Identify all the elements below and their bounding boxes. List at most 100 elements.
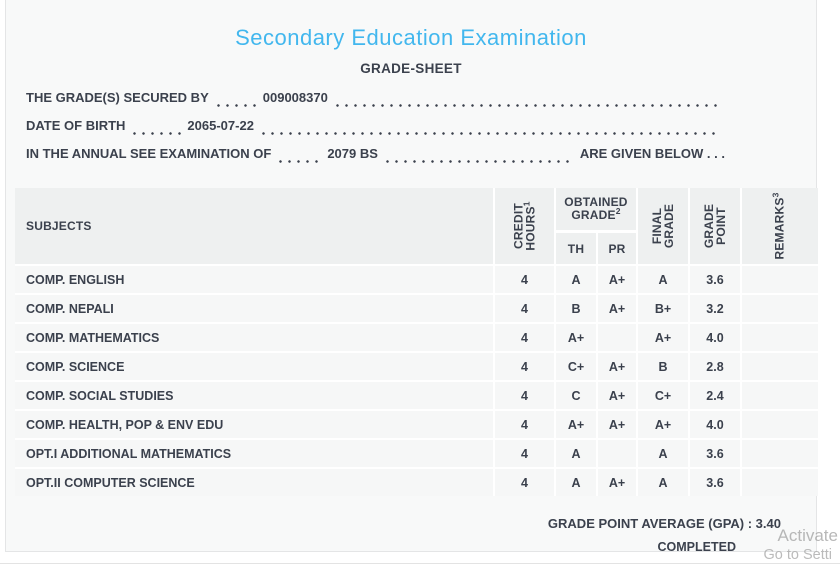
- cell-final-grade: B+: [638, 295, 688, 322]
- dob-label: DATE OF BIRTH: [26, 118, 126, 133]
- cell-subject: COMP. MATHEMATICS: [15, 324, 493, 351]
- gpa-summary: GRADE POINT AVERAGE (GPA) : 3.40: [547, 516, 781, 531]
- dot-leader: [258, 122, 720, 140]
- cell-grade-point: 2.8: [690, 353, 740, 380]
- cell-remarks: [742, 469, 818, 496]
- header-subjects-label: SUBJECTS: [26, 219, 92, 233]
- cell-credit-hours: 4: [495, 411, 554, 438]
- cell-pr-grade: [598, 440, 636, 467]
- cell-credit-hours: 4: [495, 469, 554, 496]
- cell-th-grade: A+: [556, 324, 596, 351]
- header-credit-hours-label: CREDIT HOURS1: [511, 201, 538, 251]
- header-obtained-grade: OBTAINED GRADE2: [556, 188, 636, 230]
- dot-leader: [382, 150, 575, 168]
- table-row: COMP. ENGLISH 4 A A+ A 3.6: [15, 266, 818, 293]
- cell-subject: COMP. SOCIAL STUDIES: [15, 382, 493, 409]
- page-title: Secondary Education Examination: [235, 25, 587, 50]
- exam-year-value: 2079 BS: [327, 146, 378, 161]
- cell-subject: COMP. HEALTH, POP & ENV EDU: [15, 411, 493, 438]
- cell-th-grade: A: [556, 440, 596, 467]
- cell-pr-grade: A+: [598, 382, 636, 409]
- cell-credit-hours: 4: [495, 440, 554, 467]
- table-row: COMP. MATHEMATICS 4 A+ A+ 4.0: [15, 324, 818, 351]
- info-line-date-of-birth: DATE OF BIRTH 2065-07-22: [26, 112, 725, 140]
- result-status: COMPLETED: [657, 540, 736, 554]
- header-remarks: REMARKS3: [742, 188, 818, 264]
- cell-final-grade: A+: [638, 411, 688, 438]
- cell-grade-point: 4.0: [690, 411, 740, 438]
- cell-subject: COMP. ENGLISH: [15, 266, 493, 293]
- cell-th-grade: C+: [556, 353, 596, 380]
- header-th: TH: [556, 233, 596, 264]
- table-row: COMP. HEALTH, POP & ENV EDU 4 A+ A+ A+ 4…: [15, 411, 818, 438]
- are-given-below-label: ARE GIVEN BELOW . . .: [579, 146, 725, 161]
- dot-leader: [276, 150, 323, 168]
- cell-pr-grade: A+: [598, 266, 636, 293]
- cell-grade-point: 3.2: [690, 295, 740, 322]
- cell-remarks: [742, 411, 818, 438]
- cell-remarks: [742, 324, 818, 351]
- table-row: COMP. SOCIAL STUDIES 4 C A+ C+ 2.4: [15, 382, 818, 409]
- cell-remarks: [742, 382, 818, 409]
- cell-th-grade: B: [556, 295, 596, 322]
- cell-credit-hours: 4: [495, 295, 554, 322]
- header-pr: PR: [598, 233, 636, 264]
- candidate-info: THE GRADE(S) SECURED BY 009008370 DATE O…: [6, 84, 816, 168]
- header-remarks-label: REMARKS3: [770, 192, 787, 260]
- dot-leader: [130, 122, 183, 140]
- gradesheet-panel: Secondary Education Examination GRADE-SH…: [5, 0, 818, 554]
- dot-leader: [332, 94, 720, 112]
- cell-credit-hours: 4: [495, 353, 554, 380]
- cell-final-grade: A+: [638, 324, 688, 351]
- header-grade-point-label: GRADE POINT: [702, 203, 728, 249]
- table-row: OPT.II COMPUTER SCIENCE 4 A A+ A 3.6: [15, 469, 818, 496]
- cell-remarks: [742, 295, 818, 322]
- header-subjects: SUBJECTS: [15, 188, 493, 264]
- cell-grade-point: 2.4: [690, 382, 740, 409]
- cell-grade-point: 4.0: [690, 324, 740, 351]
- cell-grade-point: 3.6: [690, 266, 740, 293]
- table-row: COMP. SCIENCE 4 C+ A+ B 2.8: [15, 353, 818, 380]
- cell-subject: OPT.I ADDITIONAL MATHEMATICS: [15, 440, 493, 467]
- cell-subject: COMP. SCIENCE: [15, 353, 493, 380]
- cell-remarks: [742, 266, 818, 293]
- cell-final-grade: C+: [638, 382, 688, 409]
- gradesheet-subtitle: GRADE-SHEET: [360, 61, 462, 76]
- header-th-label: TH: [567, 241, 585, 256]
- header-grade-point: GRADE POINT: [690, 188, 740, 264]
- header-pr-label: PR: [608, 241, 626, 256]
- table-row: COMP. NEPALI 4 B A+ B+ 3.2: [15, 295, 818, 322]
- cell-credit-hours: 4: [495, 266, 554, 293]
- info-line-examination: IN THE ANNUAL SEE EXAMINATION OF 2079 BS…: [26, 140, 725, 168]
- table-row: OPT.I ADDITIONAL MATHEMATICS 4 A A 3.6: [15, 440, 818, 467]
- grades-table: SUBJECTS CREDIT HOURS1 OBTAINED GRADE2 T…: [15, 188, 818, 496]
- cell-remarks: [742, 353, 818, 380]
- cell-grade-point: 3.6: [690, 469, 740, 496]
- grades-table-header: SUBJECTS CREDIT HOURS1 OBTAINED GRADE2 T…: [15, 188, 818, 264]
- exam-label: IN THE ANNUAL SEE EXAMINATION OF: [26, 146, 272, 161]
- cell-credit-hours: 4: [495, 324, 554, 351]
- symbol-number-value: 009008370: [262, 90, 328, 105]
- cell-final-grade: A: [638, 440, 688, 467]
- header-final-grade-label: FINAL GRADE: [650, 203, 676, 249]
- header-final-grade: FINAL GRADE: [638, 188, 688, 264]
- cell-pr-grade: A+: [598, 469, 636, 496]
- cell-th-grade: A: [556, 469, 596, 496]
- header-credit-hours: CREDIT HOURS1: [495, 188, 554, 264]
- cell-pr-grade: A+: [598, 353, 636, 380]
- secured-by-label: THE GRADE(S) SECURED BY: [26, 90, 209, 105]
- cell-final-grade: A: [638, 469, 688, 496]
- dob-value: 2065-07-22: [187, 118, 254, 133]
- cell-th-grade: A: [556, 266, 596, 293]
- cell-final-grade: B: [638, 353, 688, 380]
- grades-table-body: COMP. ENGLISH 4 A A+ A 3.6 COMP. NEPALI …: [15, 266, 818, 496]
- cell-pr-grade: A+: [598, 411, 636, 438]
- cell-grade-point: 3.6: [690, 440, 740, 467]
- info-line-secured-by: THE GRADE(S) SECURED BY 009008370: [26, 84, 725, 112]
- cell-th-grade: C: [556, 382, 596, 409]
- cell-subject: OPT.II COMPUTER SCIENCE: [15, 469, 493, 496]
- cell-th-grade: A+: [556, 411, 596, 438]
- cell-credit-hours: 4: [495, 382, 554, 409]
- cell-pr-grade: A+: [598, 295, 636, 322]
- cell-subject: COMP. NEPALI: [15, 295, 493, 322]
